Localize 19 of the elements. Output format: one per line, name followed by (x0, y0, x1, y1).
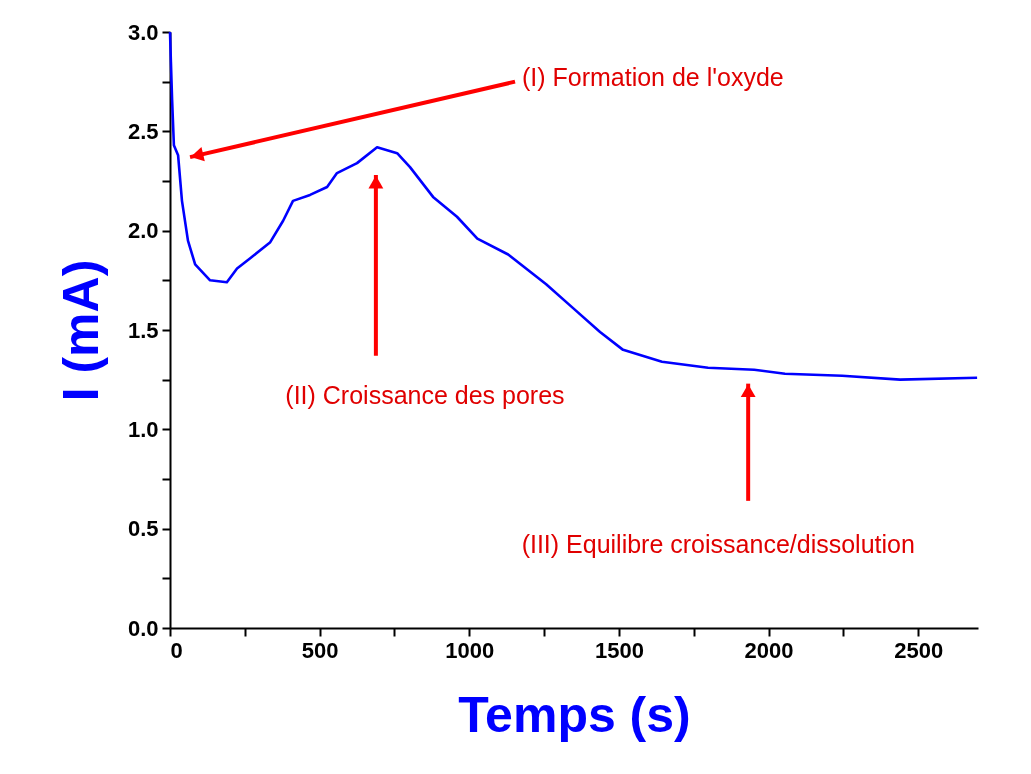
y-tick-label: 0.0 (127, 615, 159, 641)
y-tick-label: 1.5 (127, 317, 159, 343)
y-tick-label: 2.0 (127, 218, 159, 244)
x-tick-label: 2500 (894, 637, 944, 663)
annotation: (I) Formation de l'oxyde (521, 62, 784, 91)
y-tick-label: 1.0 (127, 416, 159, 442)
annotation: (II) Croissance des pores (285, 380, 565, 409)
x-tick-label: 2000 (744, 637, 794, 663)
y-tick-label: 3.0 (127, 19, 159, 45)
annotation: (III) Equilibre croissance/dissolution (521, 529, 915, 558)
line-series (168, 30, 979, 381)
y-axis-title: I (mA) (52, 259, 109, 402)
y-tick-label: 0.5 (127, 516, 159, 542)
x-tick-label: 1500 (594, 637, 644, 663)
y-tick-label: 2.5 (127, 118, 159, 144)
x-tick-label: 0 (170, 637, 183, 663)
x-tick-label: 500 (301, 637, 339, 663)
x-tick-label: 1000 (445, 637, 495, 663)
x-axis-title: Temps (s) (458, 686, 691, 743)
